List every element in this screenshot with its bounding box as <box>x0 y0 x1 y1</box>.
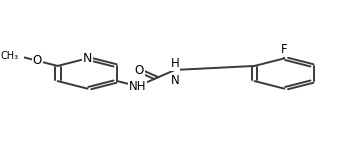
Text: CH₃: CH₃ <box>1 51 19 61</box>
Text: O: O <box>32 54 42 67</box>
Text: H: H <box>170 57 179 70</box>
Text: NH: NH <box>129 80 146 93</box>
Text: N: N <box>170 74 179 87</box>
Text: N: N <box>83 52 92 65</box>
Text: O: O <box>134 64 144 77</box>
Text: F: F <box>281 43 288 56</box>
